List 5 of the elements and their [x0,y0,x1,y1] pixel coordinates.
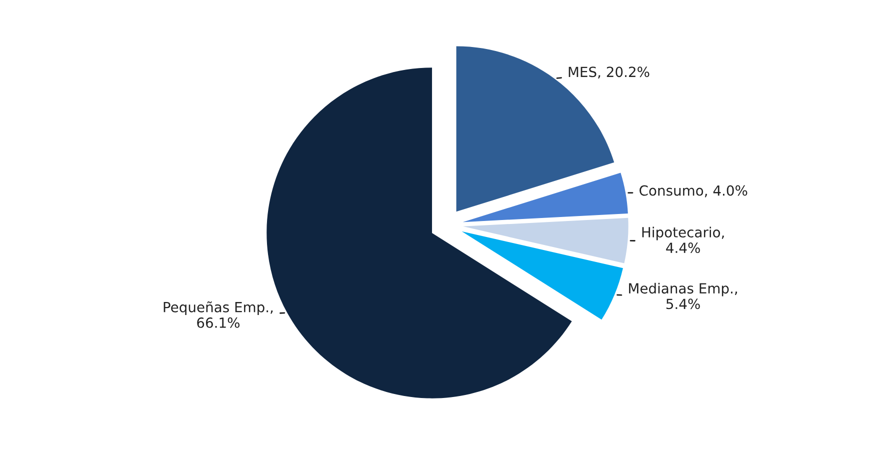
slice-label: Medianas Emp., 5.4% [629,282,737,310]
slice-label: Consumo, 4.0% [640,185,748,198]
slice-label: Pequeñas Emp., 66.1% [164,301,273,328]
slice-label: MES, 20.2% [568,66,650,79]
slice-label: Hipotecario, 4.4% [642,226,724,254]
